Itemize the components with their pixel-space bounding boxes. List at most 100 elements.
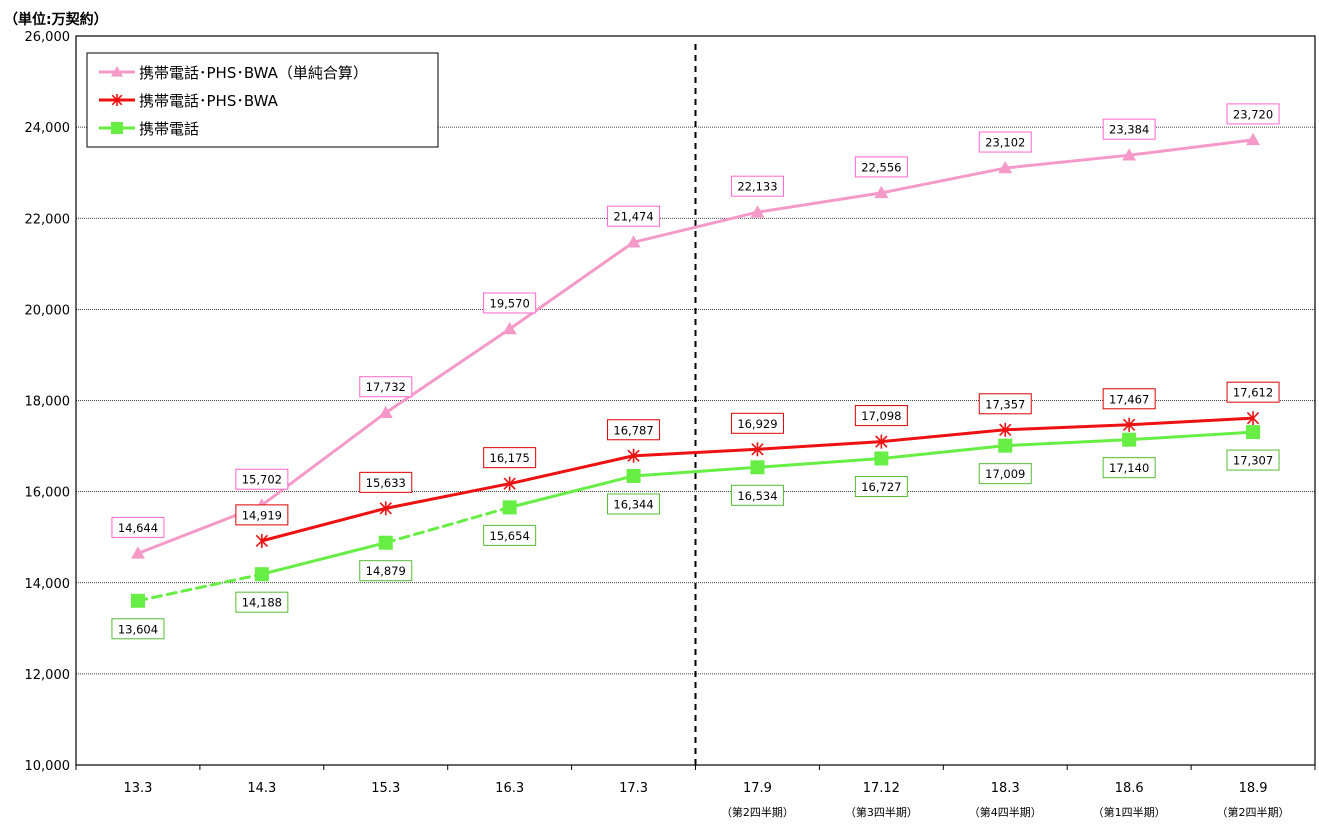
data-label-box — [730, 412, 784, 434]
series-segment — [1127, 138, 1255, 157]
data-label: 16,344 — [613, 497, 653, 511]
series-segment — [1127, 416, 1255, 427]
data-label-box — [854, 405, 908, 427]
data-label: 23,102 — [985, 136, 1025, 150]
asterisk-marker — [751, 442, 764, 457]
data-labels: 14,644 15,702 17,732 19,570 21,474 22,133 22,5… — [111, 103, 1280, 640]
y-tick-label: 24,000 — [25, 121, 71, 136]
asterisk-marker — [627, 448, 640, 463]
data-label-box — [483, 524, 537, 546]
x-tick-sublabel: （第2四半期） — [1217, 805, 1290, 819]
legend-label: 携帯電話･PHS･BWA — [139, 92, 279, 110]
unit-label: （単位:万契約） — [4, 11, 108, 28]
triangle-marker — [1246, 132, 1261, 146]
data-label: 17,467 — [1109, 392, 1149, 406]
triangle-marker — [378, 405, 393, 418]
triangle-marker — [130, 546, 145, 559]
data-label-box — [1226, 103, 1280, 125]
data-label-box — [359, 560, 413, 582]
series-segment — [632, 210, 759, 244]
triangle-marker — [502, 321, 517, 335]
data-label-box — [730, 484, 784, 506]
data-label: 13,604 — [118, 622, 158, 636]
data-label: 14,879 — [366, 564, 406, 578]
square-marker — [111, 122, 123, 134]
x-tick-label: 16.3 — [495, 781, 524, 796]
data-label: 23,720 — [1233, 107, 1273, 121]
legend-box — [86, 52, 439, 148]
y-tick-label: 12,000 — [25, 668, 71, 683]
x-tick-sublabel: （第1四半期） — [1093, 805, 1166, 819]
y-tick-label: 20,000 — [25, 303, 71, 318]
square-marker — [1122, 432, 1137, 447]
y-tick-label: 22,000 — [25, 212, 71, 227]
asterisk-marker — [875, 434, 888, 449]
x-tick-label: 15.3 — [371, 781, 400, 796]
series-segment — [755, 191, 883, 214]
series-segment — [260, 411, 388, 507]
square-marker — [254, 567, 269, 582]
square-marker — [750, 460, 765, 475]
series-segment — [755, 440, 883, 451]
x-tick-label: 17.3 — [619, 781, 648, 796]
series-lines — [130, 132, 1261, 608]
data-label: 22,556 — [861, 160, 901, 174]
series-segment — [879, 166, 1007, 195]
data-label-box — [730, 175, 784, 197]
x-tick-label: 17.12 — [863, 781, 900, 796]
data-label: 17,140 — [1109, 461, 1149, 475]
square-marker — [626, 468, 641, 483]
legend: 携帯電話･PHS･BWA（単純合算） 携帯電話･PHS･BWA 携帯電話 — [86, 52, 439, 148]
data-label: 16,175 — [490, 451, 530, 465]
asterisk-marker — [503, 476, 516, 491]
data-label-box — [607, 419, 661, 441]
data-label-box — [235, 468, 289, 490]
x-tick-label: 18.9 — [1239, 781, 1268, 796]
square-marker — [874, 451, 889, 466]
y-tick-label: 16,000 — [25, 486, 71, 501]
data-label-box — [1102, 388, 1156, 410]
data-label: 15,633 — [366, 476, 406, 490]
x-tick-label: 17.9 — [743, 781, 772, 796]
series-segment — [260, 506, 388, 543]
data-label: 16,534 — [737, 489, 777, 503]
series-segment — [755, 457, 883, 469]
x-tick-label: 18.6 — [1115, 781, 1144, 796]
series-segment — [508, 240, 636, 331]
data-label-box — [978, 463, 1032, 485]
data-label: 17,357 — [985, 397, 1025, 411]
data-label: 15,702 — [242, 473, 282, 487]
triangle-marker — [111, 66, 123, 77]
y-tick-label: 18,000 — [25, 395, 71, 410]
x-tick-sublabel: （第4四半期） — [969, 805, 1042, 819]
data-label: 23,384 — [1109, 123, 1149, 137]
data-label-box — [978, 393, 1032, 415]
asterisk-marker — [255, 533, 269, 548]
square-marker — [998, 438, 1013, 453]
x-tick-sublabel: （第2四半期） — [721, 805, 794, 819]
legend-label: 携帯電話･PHS･BWA（単純合算） — [139, 64, 368, 82]
x-tick-label: 18.3 — [991, 781, 1020, 796]
data-label: 17,098 — [861, 409, 901, 423]
series-segment — [384, 482, 512, 510]
data-label: 17,732 — [366, 380, 406, 394]
data-label: 14,644 — [118, 521, 158, 535]
triangle-marker — [626, 235, 641, 248]
data-label-box — [359, 376, 413, 398]
data-label-box — [483, 447, 537, 469]
asterisk-marker — [999, 422, 1012, 437]
data-label: 16,929 — [737, 417, 777, 431]
data-label-box — [978, 131, 1032, 153]
asterisk-marker — [1122, 417, 1136, 432]
series-segment — [632, 447, 759, 458]
series-segment — [879, 444, 1007, 461]
data-label-box — [235, 504, 289, 526]
series-segment — [1003, 423, 1131, 432]
series-segment — [260, 541, 388, 576]
data-label-box — [1102, 118, 1156, 140]
series-segment — [136, 572, 264, 603]
data-label: 19,570 — [490, 296, 530, 310]
series-segment — [384, 327, 512, 415]
data-label-box — [235, 591, 289, 613]
